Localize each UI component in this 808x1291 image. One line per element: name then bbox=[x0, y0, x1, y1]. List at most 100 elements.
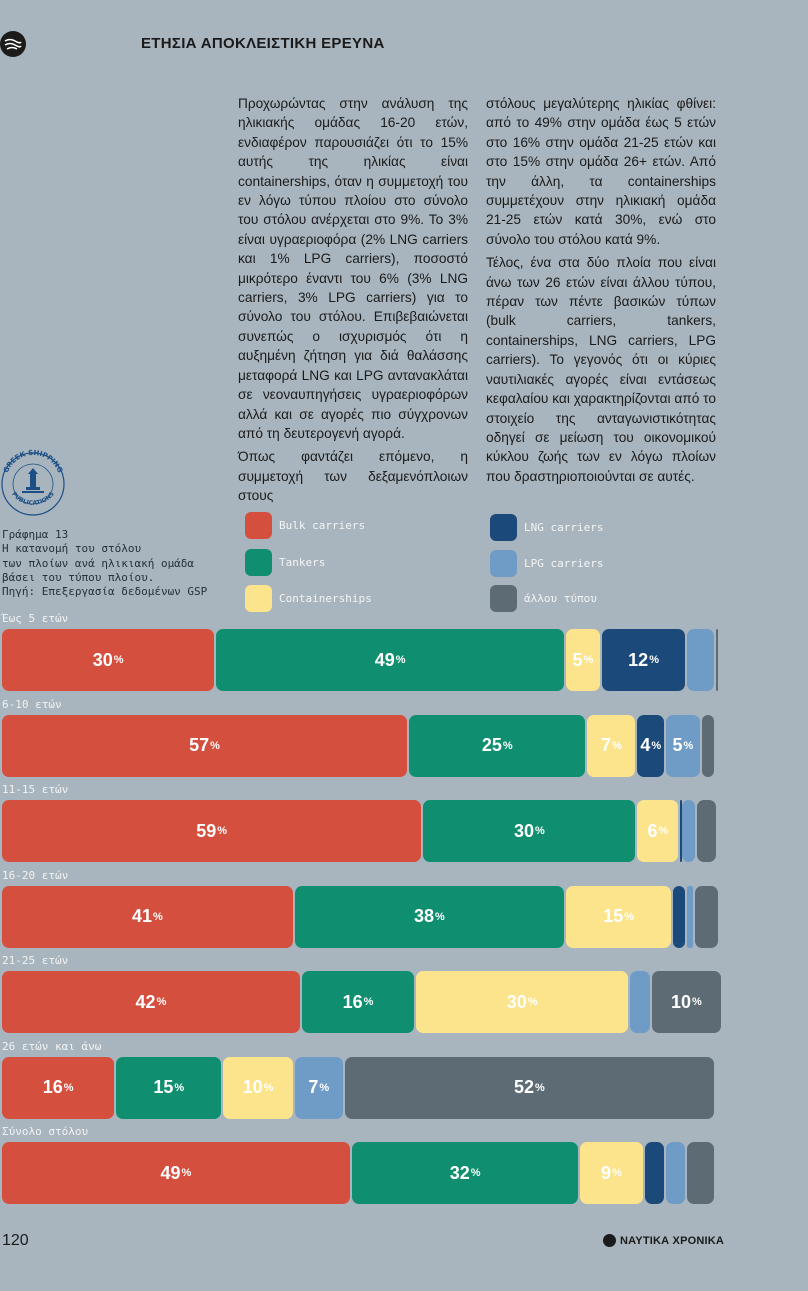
bar-value-label: 7 bbox=[308, 1077, 319, 1097]
bar-segment: 16% bbox=[2, 1056, 115, 1119]
percent-sign: % bbox=[651, 739, 662, 752]
bar-segment: 7% bbox=[294, 1056, 343, 1119]
bar-segment: 57% bbox=[2, 714, 407, 777]
row-label: Σύνολο στόλου bbox=[2, 1125, 89, 1138]
bar-segment bbox=[687, 629, 714, 691]
percent-sign: % bbox=[534, 1081, 545, 1094]
legend-label: άλλου τύπου bbox=[524, 592, 597, 605]
brand-name: ΝΑΥΤΙΚΑ ΧΡΟΝΙΚΑ bbox=[620, 1234, 725, 1247]
bar-segment: 32% bbox=[351, 1142, 579, 1204]
legend-label: Containerships bbox=[279, 592, 372, 605]
percent-sign: % bbox=[113, 654, 124, 666]
percent-sign: % bbox=[181, 1167, 192, 1179]
bar-segment bbox=[694, 885, 718, 948]
legend-swatch bbox=[490, 550, 517, 577]
percent-sign: % bbox=[263, 1081, 274, 1094]
bar-segment: 42% bbox=[2, 971, 300, 1033]
bar-value-label: 10 bbox=[242, 1077, 263, 1097]
bar-row: 59% 30% 6% bbox=[2, 800, 717, 862]
bar-row: 16% 15% 10% 7% 52% bbox=[2, 1056, 716, 1119]
bar-segment: 10% bbox=[223, 1056, 293, 1119]
bar-segment bbox=[687, 885, 693, 948]
bar-value-label: 49 bbox=[160, 1162, 181, 1183]
bar-value-label: 30 bbox=[92, 649, 113, 670]
bar-value-label: 41 bbox=[131, 906, 152, 926]
legend-item: Tankers bbox=[245, 549, 325, 576]
percent-sign: % bbox=[612, 739, 622, 752]
percent-sign: % bbox=[502, 739, 513, 752]
legend-swatch bbox=[245, 585, 272, 612]
bar-segment bbox=[630, 971, 650, 1033]
row-label: 11-15 ετών bbox=[2, 783, 69, 796]
bar-row: 49% 32% 9% bbox=[2, 1142, 716, 1204]
footer-brand: ΝΑΥΤΙΚΑ ΧΡΟΝΙΚΑ bbox=[603, 1234, 724, 1247]
percent-sign: % bbox=[583, 654, 594, 666]
publisher-stamp: GREEK SHIPPING PUBLICATIONS bbox=[0, 440, 66, 527]
percent-sign: % bbox=[156, 996, 167, 1008]
bar-value-label: 10 bbox=[671, 991, 692, 1012]
bar-segment: 16% bbox=[301, 971, 415, 1033]
legend-label: LNG carriers bbox=[524, 521, 604, 534]
bar-value-label: 59 bbox=[196, 820, 217, 841]
bar-segment: 9% bbox=[580, 1142, 643, 1204]
row-label: Έως 5 ετών bbox=[2, 612, 69, 625]
percent-sign: % bbox=[319, 1081, 330, 1094]
percent-sign: % bbox=[210, 739, 220, 752]
lighthouse-icon bbox=[22, 468, 44, 493]
bar-value-label: 6 bbox=[647, 820, 658, 841]
percent-sign: % bbox=[470, 1167, 481, 1179]
bar-value-label: 9 bbox=[601, 1162, 612, 1183]
legend-item: Bulk carriers bbox=[245, 512, 365, 539]
bar-segment: 49% bbox=[2, 1142, 350, 1204]
article-column-1: Προχωρώντας στην ανάλυση της ηλικιακής ο… bbox=[238, 94, 468, 510]
legend-item: άλλου τύπου bbox=[490, 585, 597, 612]
bar-value-label: 57 bbox=[189, 735, 210, 755]
article-paragraph: στόλους μεγαλύτερης ηλικίας φθίνει: από … bbox=[486, 96, 716, 247]
bar-segment bbox=[701, 714, 714, 777]
percent-sign: % bbox=[692, 996, 702, 1008]
brand-logo-icon bbox=[603, 1234, 616, 1247]
bar-value-label: 38 bbox=[413, 906, 435, 926]
bar-value-label: 25 bbox=[481, 735, 502, 755]
percent-sign: % bbox=[217, 825, 228, 837]
bar-segment: 25% bbox=[408, 714, 586, 777]
percent-sign: % bbox=[435, 910, 445, 923]
bar-row: 57% 25% 7% 4% 5% bbox=[2, 714, 716, 777]
percent-sign: % bbox=[527, 996, 538, 1008]
bar-value-label: 12 bbox=[628, 649, 649, 670]
percent-sign: % bbox=[683, 739, 694, 752]
bar-value-label: 16 bbox=[342, 991, 363, 1012]
article-paragraph: Όπως φαντάζει επόμενο, η συμμετοχή των δ… bbox=[238, 449, 468, 504]
bar-segment: 38% bbox=[294, 885, 565, 948]
bar-segment bbox=[644, 1142, 664, 1204]
percent-sign: % bbox=[534, 825, 545, 837]
bar-segment: 15% bbox=[116, 1056, 222, 1119]
percent-sign: % bbox=[658, 825, 669, 837]
bar-segment: 7% bbox=[587, 714, 636, 777]
bar-value-label: 4 bbox=[640, 735, 651, 755]
bar-row: 42% 16% 30% 10% bbox=[2, 971, 722, 1033]
bar-value-label: 30 bbox=[506, 991, 527, 1012]
page-number: 120 bbox=[2, 1232, 29, 1249]
bar-segment: 30% bbox=[423, 800, 636, 862]
legend-swatch bbox=[245, 549, 272, 576]
bar-value-label: 49 bbox=[374, 649, 395, 670]
bar-row: 41% 38% 15% bbox=[2, 885, 718, 948]
bar-value-label: 32 bbox=[449, 1162, 470, 1183]
bar-value-label: 5 bbox=[672, 735, 683, 755]
bar-segment: 5% bbox=[666, 714, 700, 777]
bar-value-label: 5 bbox=[572, 649, 583, 670]
bar-segment: 6% bbox=[637, 800, 679, 862]
bar-segment bbox=[673, 885, 686, 948]
row-label: 6-10 ετών bbox=[2, 697, 62, 711]
bar-value-label: 30 bbox=[513, 820, 534, 841]
legend-label: Bulk carriers bbox=[279, 519, 366, 532]
bar-value-label: 16 bbox=[42, 1077, 63, 1097]
bar-segment bbox=[716, 629, 718, 691]
bar-row: 30% 49% 5% 12% bbox=[2, 629, 718, 691]
article-column-2: στόλους μεγαλύτερης ηλικίας φθίνει: από … bbox=[486, 94, 716, 490]
bar-segment: 12% bbox=[601, 629, 686, 691]
bar-segment: 59% bbox=[2, 800, 422, 862]
percent-sign: % bbox=[612, 1167, 622, 1179]
svg-text:PUBLICATIONS: PUBLICATIONS bbox=[10, 491, 56, 507]
